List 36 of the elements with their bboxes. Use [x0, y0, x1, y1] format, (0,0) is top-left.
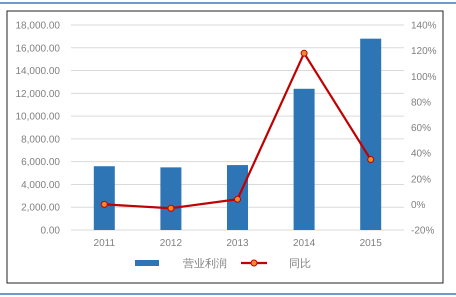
y2-tick-label: 20%	[411, 174, 432, 186]
y-tick-label: 10,000.00	[16, 112, 60, 123]
y-tick-label: 16,000.00	[16, 43, 60, 54]
point	[367, 156, 374, 164]
bar	[360, 38, 382, 230]
point	[100, 200, 108, 208]
legend-label: 营业利润	[183, 257, 227, 270]
point	[300, 50, 308, 57]
y2-tick-label: 60%	[411, 123, 432, 134]
y-tick-label: 0.00	[40, 226, 60, 236]
bar	[160, 167, 182, 230]
y-tick-label: 4,000.00	[21, 180, 60, 191]
y2-tick-label: 140%	[411, 20, 437, 32]
y-tick-label: 14,000.00	[16, 66, 60, 78]
y2-tick-label: 120%	[411, 46, 437, 58]
y2-tick-label: -20%	[411, 226, 434, 236]
x-tick-label: 2014	[292, 238, 316, 249]
x-tick-label: 2012	[160, 238, 182, 249]
legend-label: 同比	[289, 257, 311, 270]
y2-tick-label: 80%	[411, 97, 432, 108]
x-tick-label: 2013	[226, 238, 250, 249]
bar	[294, 88, 315, 230]
point	[234, 196, 241, 203]
y2-tick-label: 40%	[411, 148, 432, 160]
y-tick-label: 12,000.00	[16, 88, 60, 100]
bar	[94, 166, 115, 230]
y2-tick-label: 0%	[411, 200, 426, 211]
x-tick-label: 2015	[360, 238, 382, 249]
y-tick-label: 8,000.00	[21, 134, 60, 146]
y-tick-label: 2,000.00	[21, 202, 60, 214]
bar	[227, 165, 248, 230]
y-tick-label: 18,000.00	[16, 20, 60, 32]
point	[167, 204, 174, 212]
y-tick-label: 6,000.00	[21, 157, 60, 168]
y2-tick-label: 100%	[411, 72, 437, 83]
x-tick-label: 2011	[94, 238, 116, 249]
